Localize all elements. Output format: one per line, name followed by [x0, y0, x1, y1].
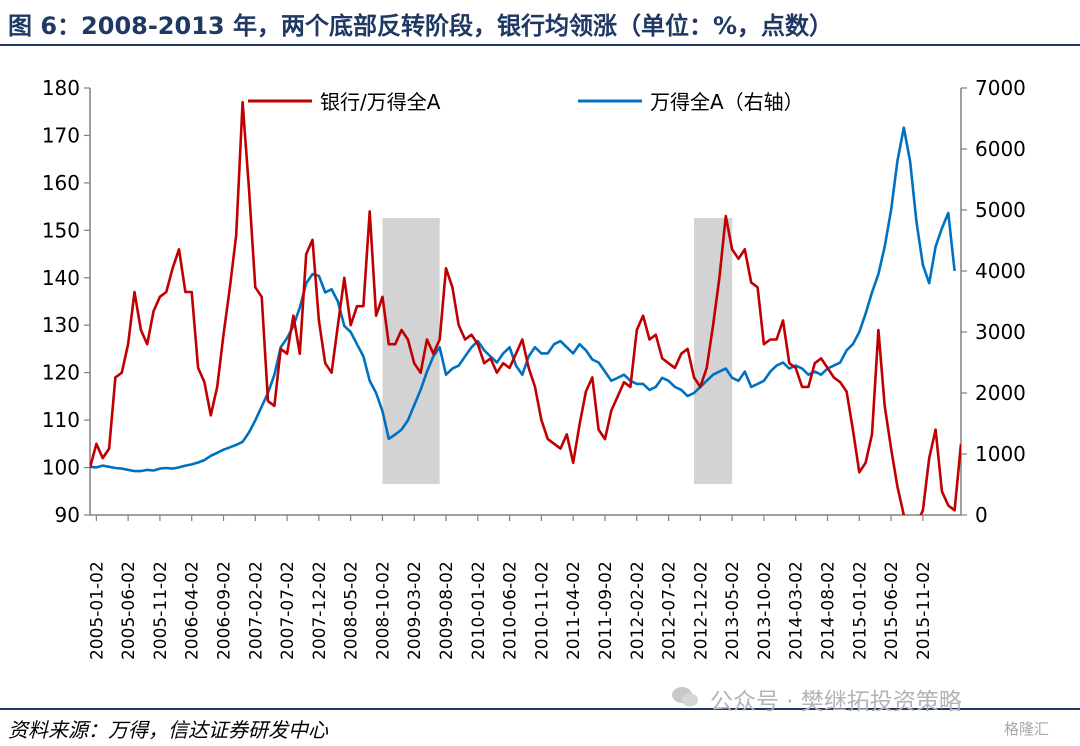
- x-tick-label: 2009-03-02: [405, 561, 425, 660]
- left-tick-label: 140: [42, 266, 80, 290]
- x-tick-label: 2015-11-02: [914, 561, 934, 660]
- footer-divider: [0, 708, 1080, 710]
- x-tick-label: 2015-06-02: [882, 561, 902, 660]
- right-tick-label: 2000: [975, 381, 1026, 405]
- x-tick-label: 2011-09-02: [596, 561, 616, 660]
- x-tick-label: 2014-08-02: [818, 561, 838, 660]
- x-tick-label: 2010-01-02: [469, 561, 489, 660]
- left-tick-label: 120: [42, 361, 80, 385]
- right-tick-label: 0: [975, 503, 988, 527]
- x-tick-label: 2012-12-02: [691, 561, 711, 660]
- left-tick-label: 100: [42, 456, 80, 480]
- x-tick-label: 2008-10-02: [373, 561, 393, 660]
- right-tick-label: 7000: [975, 76, 1026, 100]
- left-tick-label: 130: [42, 313, 80, 337]
- x-tick-label: 2015-01-02: [850, 561, 870, 660]
- x-tick-label: 2005-06-02: [119, 561, 139, 660]
- left-tick-label: 110: [42, 408, 80, 432]
- right-tick-label: 6000: [975, 137, 1026, 161]
- legend-label: 万得全A（右轴）: [650, 90, 804, 114]
- right-tick-label: 3000: [975, 320, 1026, 344]
- x-tick-label: 2010-11-02: [532, 561, 552, 660]
- brand-logo: 格隆汇: [1004, 720, 1050, 738]
- x-tick-label: 2011-04-02: [564, 561, 584, 660]
- legend-label: 银行/万得全A: [320, 90, 441, 114]
- series-line-wind-all-a: [90, 126, 956, 473]
- series-line-bank-ratio: [90, 100, 961, 515]
- left-tick-label: 180: [42, 76, 80, 100]
- x-tick-label: 2005-11-02: [151, 561, 171, 660]
- x-tick-label: 2013-10-02: [755, 561, 775, 660]
- source-note: 资料来源：万得，信达证券研发中心: [8, 718, 328, 742]
- x-tick-label: 2012-02-02: [628, 561, 648, 660]
- x-tick-label: 2005-01-02: [87, 561, 107, 660]
- left-tick-label: 170: [42, 123, 80, 147]
- x-tick-label: 2014-03-02: [787, 561, 807, 660]
- title-divider: [0, 44, 1080, 46]
- shaded-period-2: [693, 218, 733, 484]
- x-tick-label: 2007-12-02: [310, 561, 330, 660]
- right-tick-label: 1000: [975, 442, 1026, 466]
- right-tick-label: 4000: [975, 259, 1026, 283]
- x-tick-label: 2006-09-02: [215, 561, 235, 660]
- x-tick-label: 2009-08-02: [437, 561, 457, 660]
- left-tick-label: 90: [55, 503, 80, 527]
- x-tick-label: 2008-05-02: [342, 561, 362, 660]
- x-tick-label: 2006-04-02: [183, 561, 203, 660]
- x-tick-label: 2007-07-02: [278, 561, 298, 660]
- right-tick-label: 5000: [975, 198, 1026, 222]
- x-tick-label: 2013-05-02: [723, 561, 743, 660]
- line-chart: 90 100 110 120 130 140 150 160 170 180 0 1000 2000 30…: [42, 76, 1026, 660]
- left-tick-label: 160: [42, 171, 80, 195]
- x-tick-label: 2012-07-02: [660, 561, 680, 660]
- watermark-text: 公众号 · 樊继拓投资策略: [710, 689, 962, 715]
- wechat-icon: [672, 687, 698, 707]
- left-tick-label: 150: [42, 218, 80, 242]
- x-tick-label: 2010-06-02: [501, 561, 521, 660]
- x-tick-label: 2007-02-02: [246, 561, 266, 660]
- figure-title: 图 6：2008-2013 年，两个底部反转阶段，银行均领涨（单位：%，点数）: [8, 12, 834, 40]
